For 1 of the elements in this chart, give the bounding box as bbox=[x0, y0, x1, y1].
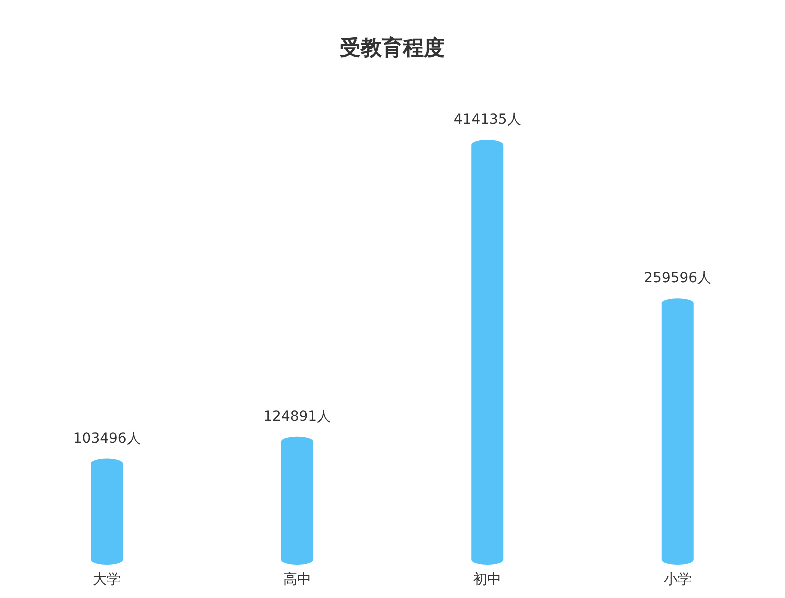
title: 受教育程度 bbox=[340, 36, 445, 60]
